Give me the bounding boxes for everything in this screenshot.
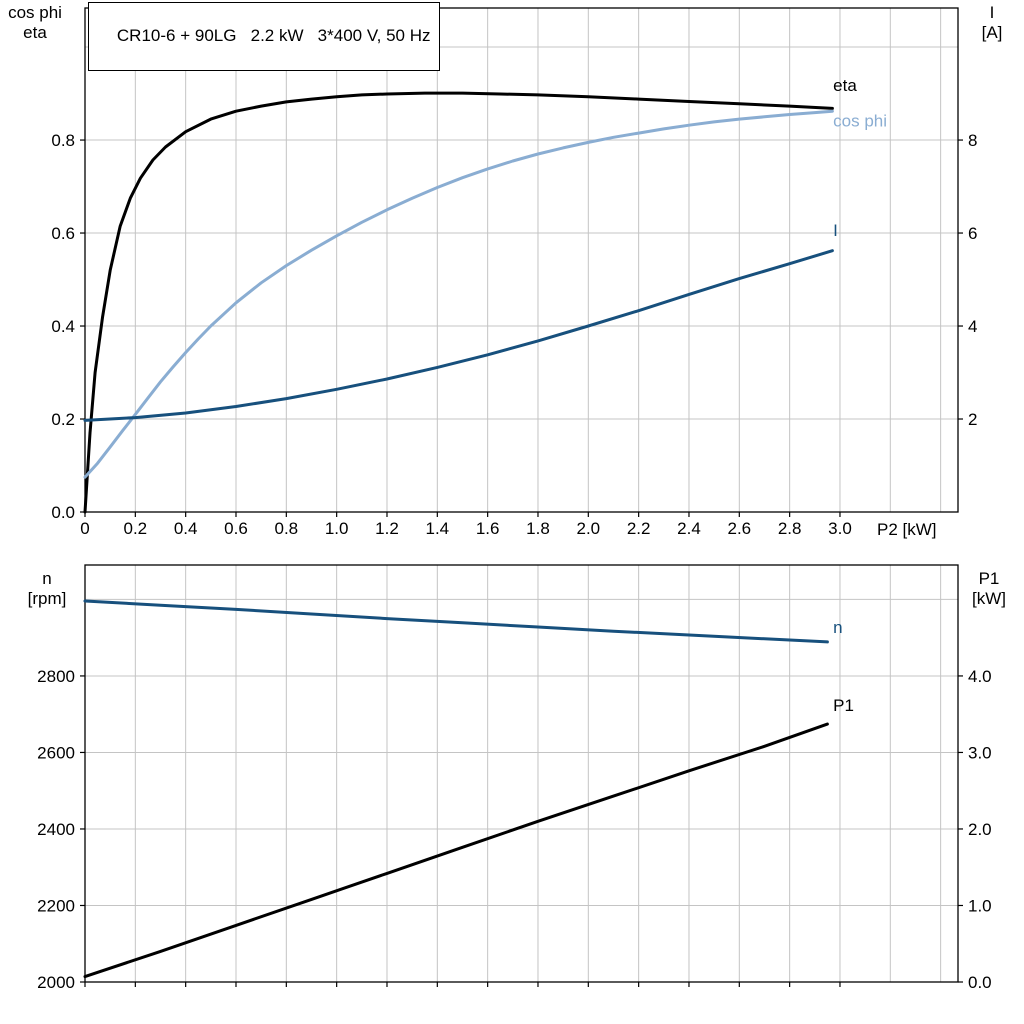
x-tick-label: 1.6 [476,519,500,538]
x-tick-label: 2.0 [576,519,600,538]
x-axis-label-p2: P2 [kW] [877,520,937,539]
speed-curve [83,599,829,644]
axis-label-p1: P1 [978,569,1000,588]
x-tick-label: 2.6 [727,519,751,538]
right-tick-label: 6 [968,224,977,243]
x-tick-label: 1.0 [325,519,349,538]
left-tick-label: 0.0 [51,503,75,522]
x-tick-label: 0.8 [275,519,299,538]
speed-curve-label: n [833,618,842,637]
eta-curve [83,91,834,514]
top-left-axis-label: cos phi eta [0,3,70,43]
top-right-axis-label: I [A] [966,3,1018,43]
x-tick-label: 2.8 [778,519,802,538]
x-tick-label: 0 [80,519,89,538]
bottom-chart-speed-power: 2000 2200 2400 2600 2800 0.0 1.0 2.0 3.0 4.0 n P1 [37,564,992,992]
axis-label-p1-unit: [kW] [972,589,1006,608]
right-tick-label: 2.0 [968,820,992,839]
chart-title-box: CR10-6 + 90LG 2.2 kW 3*400 V, 50 Hz [88,2,441,71]
top-chart-motor-curves: 0 0.2 0.4 0.6 0.8 1.0 1.2 1.4 1.6 1.8 2.0 2.2 2.4 2.6… [51,7,977,538]
eta-curve-label: eta [833,76,857,95]
x-tick-label: 2.2 [627,519,651,538]
right-tick-label: 4.0 [968,667,992,686]
cos-phi-curve [83,109,834,479]
x-tick-label: 0.6 [224,519,248,538]
left-tick-label: 0.2 [51,410,75,429]
axis-label-current: I [989,3,995,22]
plot-frame [84,564,959,983]
left-tick-label: 2600 [37,743,75,762]
right-tick-label: 4 [968,317,977,336]
bottom-right-axis-label: P1 [kW] [962,569,1016,609]
x-tick-label: 1.2 [375,519,399,538]
axis-label-current-unit: [A] [981,23,1003,42]
left-tick-label: 2000 [37,973,75,992]
p1-curve [83,722,829,979]
x-tick-label: 2.4 [677,519,701,538]
x-tick-label: 0.4 [174,519,198,538]
p1-curve-label: P1 [833,696,854,715]
plot-frame [84,7,959,513]
x-tick-label: 1.4 [426,519,450,538]
left-tick-label: 2200 [37,896,75,915]
axis-label-cos-phi: cos phi [8,3,62,22]
current-curve [83,249,834,422]
x-tick-label: 3.0 [828,519,852,538]
right-tick-label: 8 [968,131,977,150]
left-tick-label: 0.6 [51,224,75,243]
right-tick-label: 3.0 [968,743,992,762]
right-tick-label: 1.0 [968,896,992,915]
right-tick-label: 2 [968,410,977,429]
chart-title: CR10-6 + 90LG 2.2 kW 3*400 V, 50 Hz [116,26,431,45]
left-tick-label: 2800 [37,667,75,686]
left-tick-label: 0.4 [51,317,75,336]
current-curve-label: I [833,221,838,240]
cos-phi-curve-label: cos phi [833,112,887,131]
x-tick-label: 0.2 [124,519,148,538]
axis-label-eta: eta [23,23,47,42]
left-tick-label: 0.8 [51,131,75,150]
axis-label-n: n [42,569,52,588]
left-tick-label: 2400 [37,820,75,839]
right-tick-label: 0.0 [968,973,992,992]
axis-label-n-unit: [rpm] [27,589,67,608]
bottom-left-axis-label: n [rpm] [14,569,80,609]
x-tick-label: 1.8 [526,519,550,538]
